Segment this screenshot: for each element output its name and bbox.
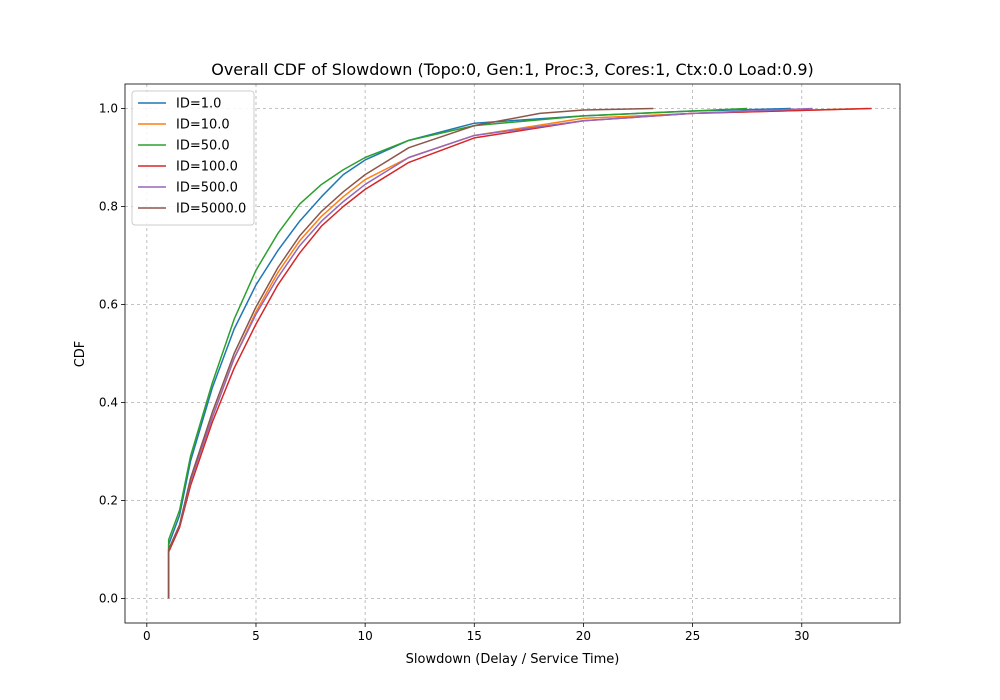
- legend-label: ID=500.0: [176, 181, 238, 196]
- series-line-6: [167, 107, 654, 599]
- y-tick-label: 0.4: [99, 396, 118, 410]
- series-line-3: [167, 107, 748, 599]
- plot-area: 0 5 10 15 20 25 30 0.0 0.2 0.4 0.6 0.8 1.0 ID=1.0 ID=1…: [99, 83, 901, 643]
- axes-frame: [124, 83, 901, 624]
- y-tick-label: 1.0: [99, 102, 118, 116]
- legend-label: ID=5000.0: [176, 202, 246, 217]
- x-tick-label: 30: [794, 629, 809, 643]
- x-tick-label: 0: [143, 629, 151, 643]
- legend-label: ID=1.0: [176, 97, 221, 112]
- x-tick-label: 10: [358, 629, 373, 643]
- legend-label: ID=100.0: [176, 160, 238, 175]
- legend-label: ID=10.0: [176, 118, 230, 133]
- x-tick-label: 25: [685, 629, 700, 643]
- y-tick-label: 0.6: [99, 298, 118, 312]
- series-line-1: [167, 107, 791, 599]
- legend-label: ID=50.0: [176, 139, 230, 154]
- x-axis-label: Slowdown (Delay / Service Time): [406, 652, 620, 667]
- y-axis-label: CDF: [73, 341, 88, 368]
- x-tick-label: 15: [467, 629, 482, 643]
- y-tick-label: 0.8: [99, 200, 118, 214]
- series-line-4: [167, 107, 872, 599]
- x-tick-label: 20: [576, 629, 591, 643]
- y-tick-label: 0.0: [99, 592, 118, 606]
- y-tick-label: 0.2: [99, 494, 118, 508]
- chart-title: Overall CDF of Slowdown (Topo:0, Gen:1, …: [211, 60, 814, 79]
- x-tick-label: 5: [252, 629, 260, 643]
